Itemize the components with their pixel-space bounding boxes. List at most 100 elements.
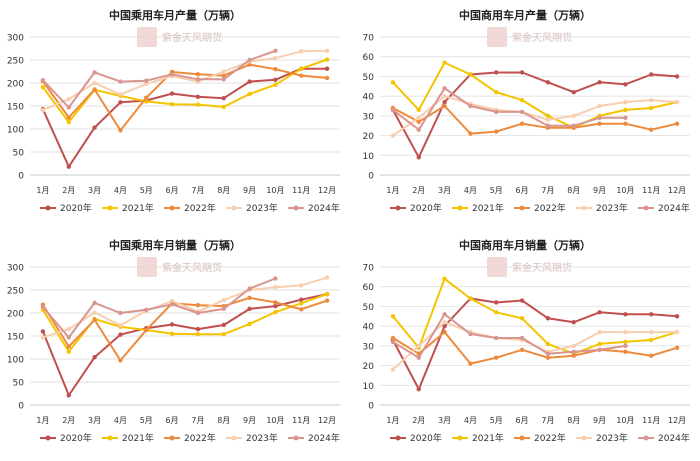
data-point [40, 335, 46, 340]
legend-marker [45, 435, 51, 441]
data-point [66, 164, 71, 169]
x-tick-label: 12月 [668, 416, 686, 425]
data-point [144, 95, 149, 100]
data-point [324, 57, 330, 62]
data-point [144, 81, 149, 87]
legend-marker [231, 205, 237, 211]
data-point [623, 115, 628, 121]
data-point [66, 105, 71, 110]
legend-label: 2020年 [410, 202, 442, 214]
data-point [623, 82, 628, 87]
data-point [494, 300, 499, 305]
chart-title: 中国商用车月产量（万辆） [459, 8, 591, 22]
legend-marker [643, 435, 649, 441]
series-line-2020年 [41, 67, 328, 168]
series-line-2021年 [392, 277, 678, 355]
x-tick-label: 1月 [36, 416, 49, 425]
data-point [221, 73, 226, 78]
data-point [674, 329, 680, 335]
data-point [519, 347, 525, 352]
legend-marker [457, 435, 463, 441]
x-tick-label: 8月 [217, 416, 230, 425]
data-point [649, 329, 654, 335]
x-tick-label: 5月 [140, 416, 153, 425]
y-tick-label: 50 [363, 73, 375, 83]
y-tick-label: 100 [7, 126, 24, 136]
x-tick-label: 8月 [217, 186, 230, 195]
data-point [118, 323, 123, 328]
x-tick-label: 5月 [490, 186, 503, 195]
data-point [273, 309, 278, 315]
data-point [468, 72, 473, 77]
series-line-2021年 [42, 293, 328, 353]
legend-label: 2023年 [596, 202, 628, 214]
legend-label: 2023年 [596, 432, 628, 444]
data-point [597, 347, 602, 352]
data-point [299, 49, 304, 54]
data-point [571, 343, 576, 349]
series-line-2023年 [392, 95, 678, 137]
legend-label: 2020年 [60, 432, 92, 444]
x-tick-label: 6月 [166, 416, 179, 425]
data-point [66, 393, 71, 398]
data-point [118, 128, 123, 133]
data-point [118, 332, 123, 337]
y-tick-label: 0 [368, 172, 374, 182]
data-point [299, 301, 304, 306]
data-point [571, 320, 576, 325]
legend-label: 2021年 [472, 432, 504, 444]
data-point [468, 131, 473, 136]
data-point [545, 351, 551, 356]
data-point [195, 326, 201, 332]
y-tick-label: 0 [18, 172, 24, 182]
data-point [324, 291, 330, 297]
legend-label: 2022年 [184, 432, 216, 444]
y-tick-label: 250 [7, 57, 24, 67]
data-point [273, 48, 278, 53]
x-tick-label: 2月 [412, 416, 425, 425]
data-point [519, 298, 525, 303]
data-point [66, 349, 71, 354]
data-point [545, 355, 551, 360]
data-point [66, 119, 71, 125]
y-tick-label: 20 [363, 132, 375, 142]
data-point [674, 74, 680, 79]
data-point [468, 331, 473, 337]
series-line-2022年 [392, 105, 678, 135]
legend-marker [643, 205, 649, 211]
x-tick-label: 6月 [516, 416, 529, 425]
data-point [519, 70, 525, 75]
data-point [649, 353, 654, 358]
data-point [247, 286, 252, 291]
legend-marker [45, 205, 51, 211]
data-point [169, 72, 175, 77]
x-tick-label: 1月 [386, 416, 399, 425]
legend-label: 2024年 [308, 432, 340, 444]
y-tick-label: 40 [363, 323, 375, 333]
data-point [221, 104, 226, 110]
data-point [597, 103, 602, 109]
data-point [674, 121, 680, 126]
legend-label: 2024年 [658, 432, 690, 444]
x-tick-label: 11月 [642, 186, 660, 195]
data-point [195, 77, 201, 82]
legend-marker [231, 435, 237, 441]
y-tick-label: 200 [7, 80, 24, 90]
legend-marker [519, 205, 525, 211]
data-point [649, 105, 654, 111]
x-tick-label: 4月 [464, 416, 477, 425]
x-tick-label: 7月 [541, 416, 554, 425]
data-point [494, 129, 499, 134]
x-tick-label: 4月 [464, 186, 477, 195]
chart-title: 中国乘用车月销量（万辆） [109, 238, 241, 252]
legend-label: 2020年 [410, 432, 442, 444]
x-tick-label: 9月 [593, 186, 606, 195]
data-point [390, 80, 396, 85]
data-point [66, 326, 71, 332]
data-point [442, 86, 447, 91]
data-point [40, 78, 46, 83]
data-point [169, 101, 175, 107]
legend-marker [581, 205, 587, 211]
data-point [221, 331, 226, 337]
data-point [273, 303, 278, 309]
